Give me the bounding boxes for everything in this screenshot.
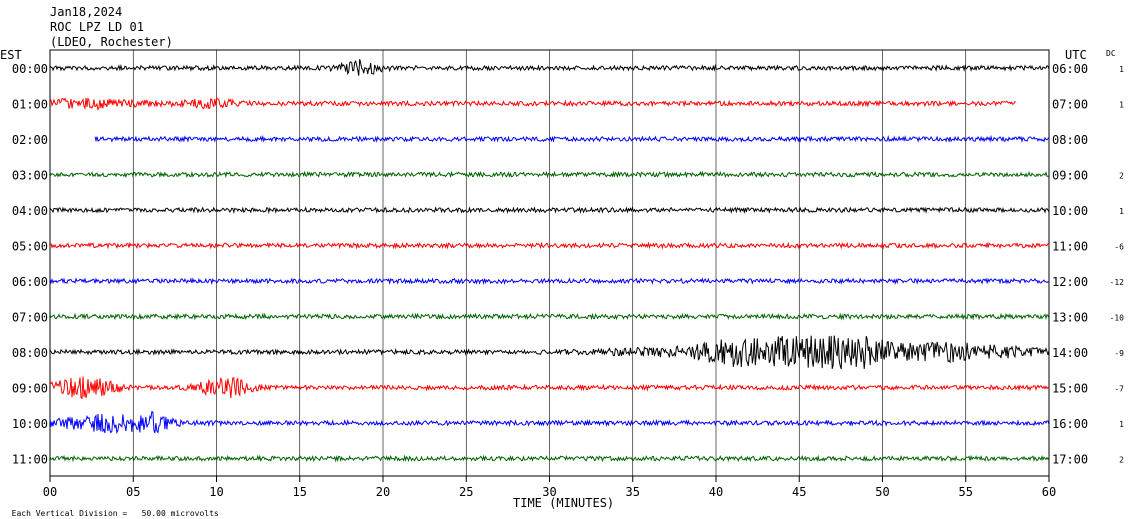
header-station: ROC LPZ LD 01 [50,20,144,34]
x-tick-label: 45 [792,485,806,499]
dc-value-label: 1 [1119,207,1124,216]
utc-hour-label: 11:00 [1052,240,1088,254]
dc-value-label: -6 [1114,243,1124,252]
utc-hour-label: 08:00 [1052,133,1088,147]
utc-hour-label: 09:00 [1052,169,1088,183]
trace-0300-line [49,170,1050,179]
est-hour-label: 05:00 [12,240,48,254]
utc-hour-label: 16:00 [1052,417,1088,431]
dc-value-label: 1 [1119,101,1124,110]
dc-value-label: -12 [1110,278,1125,287]
utc-hour-label: 12:00 [1052,275,1088,289]
utc-hour-label: 13:00 [1052,311,1088,325]
est-hour-label: 10:00 [12,417,48,431]
x-tick-label: 25 [459,485,473,499]
utc-hour-label: 14:00 [1052,346,1088,360]
est-label: EST [0,48,22,62]
trace-0200-line [94,134,1050,143]
trace-0800-line [49,335,1050,370]
x-tick-label: 55 [959,485,973,499]
trace-0000-line [49,58,1050,76]
utc-hour-label: 07:00 [1052,98,1088,112]
x-tick-label: 15 [293,485,307,499]
utc-hour-label: 10:00 [1052,204,1088,218]
est-hour-label: 01:00 [12,98,48,112]
trace-0400-line [49,206,1050,215]
trace-1000-line [49,410,1050,435]
trace-0100-line [49,97,1016,111]
est-hour-label: 09:00 [12,382,48,396]
x-tick-label: 20 [376,485,390,499]
header-network: (LDEO, Rochester) [50,35,173,49]
dc-value-label: 1 [1119,420,1124,429]
utc-hour-label: 15:00 [1052,382,1088,396]
x-tick-label: 35 [626,485,640,499]
trace-1100-line [49,454,1050,463]
x-axis-title: TIME (MINUTES) [513,496,615,510]
est-hour-label: 11:00 [12,453,48,467]
dc-value-label: -7 [1114,385,1124,394]
utc-label: UTC [1065,48,1087,62]
est-hour-label: 02:00 [12,133,48,147]
dc-value-label: 1 [1119,65,1124,74]
x-tick-label: 30 [542,485,556,499]
dc-value-label: -10 [1110,314,1125,323]
est-hour-label: 07:00 [12,311,48,325]
x-tick-label: 60 [1042,485,1056,499]
x-tick-label: 40 [709,485,723,499]
x-tick-label: 00 [43,485,57,499]
est-hour-label: 00:00 [12,62,48,76]
trace-0900-line [49,376,1050,400]
est-hour-label: 06:00 [12,275,48,289]
est-hour-label: 04:00 [12,204,48,218]
x-tick-label: 50 [875,485,889,499]
dc-value-label: 2 [1119,456,1124,465]
dc-value-label: -9 [1114,349,1124,358]
dc-label: DC [1106,49,1116,58]
x-tick-label: 10 [209,485,223,499]
header-date: Jan18,2024 [50,5,123,19]
scale-note-text: Each Vertical Division = 50.00 microvolt… [11,509,219,518]
est-hour-label: 03:00 [12,169,48,183]
utc-hour-label: 06:00 [1052,62,1088,76]
est-hour-label: 08:00 [12,346,48,360]
scale-note: Each Vertical Division = 50.00 microvolt… [2,500,219,518]
dc-value-label: 2 [1119,172,1124,181]
trace-0500-line [49,241,1050,250]
utc-hour-label: 17:00 [1052,453,1088,467]
trace-0700-line [49,312,1050,321]
x-tick-label: 05 [126,485,140,499]
trace-0600-line [49,277,1050,286]
